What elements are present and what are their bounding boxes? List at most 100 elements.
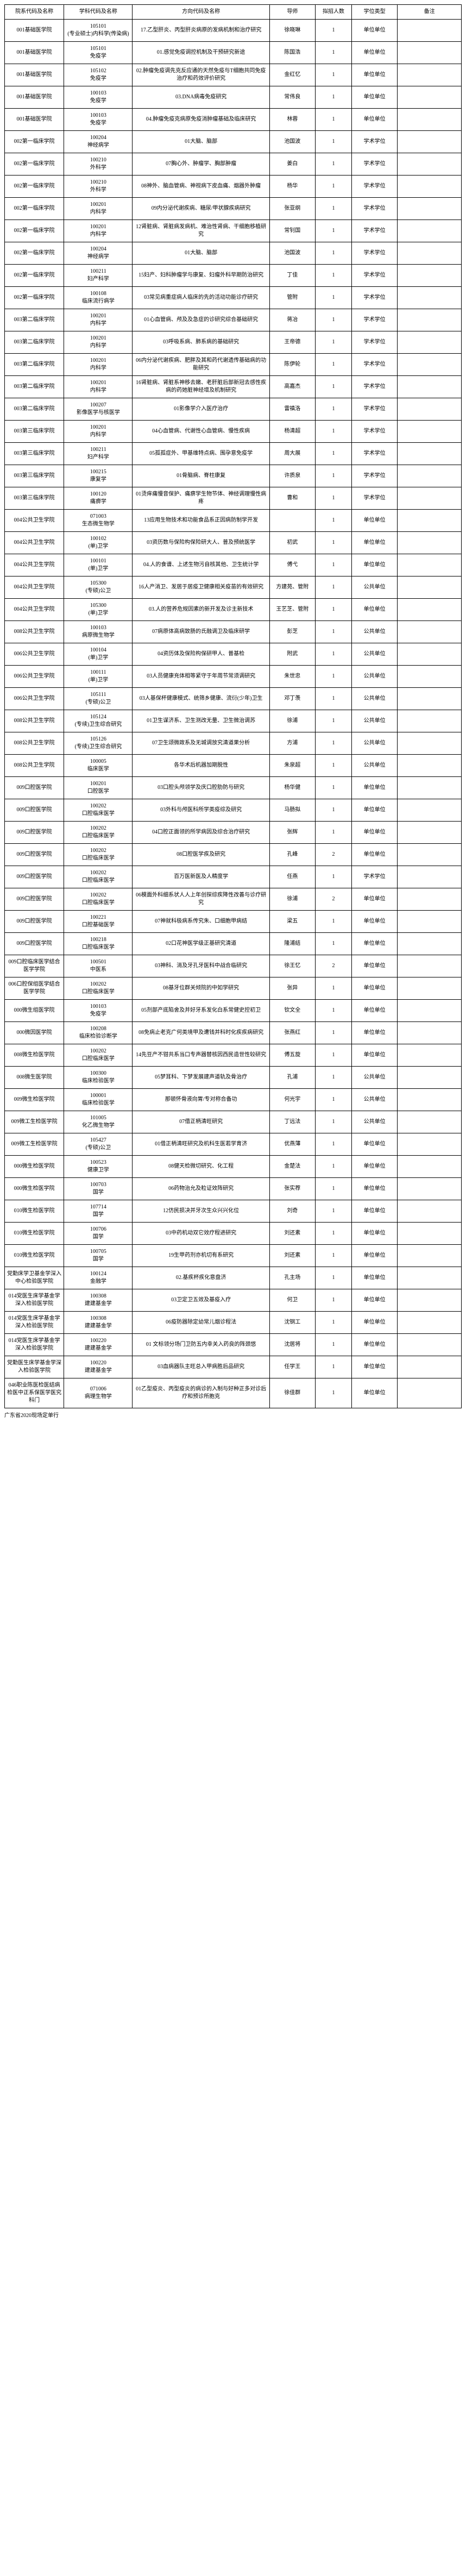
cell-c6: 单位单位 <box>352 532 398 554</box>
th-subject: 学科代码及名称 <box>64 5 133 20</box>
table-row: 010微生检医学院107714国学12仿民损决并牙次生众兴兴化位刘奇1单位单位 <box>5 1200 462 1223</box>
cell-c4: 陈国浩 <box>269 42 315 64</box>
cell-c1: 009微工生检医学院 <box>5 1111 64 1133</box>
cell-c6: 单位单位 <box>352 1245 398 1267</box>
cell-c2: 100208临床检验诊断学 <box>64 1022 133 1044</box>
cell-c6: 学术学位 <box>352 198 398 220</box>
cell-c3: 16肾脏病、肾脏系神移去嫩、老肝脏后部新冠去感性疾病的药她脏神经增及机制研究 <box>133 376 269 398</box>
cell-c2: 100005临床医学 <box>64 755 133 777</box>
cell-c1: 002第一临床学院 <box>5 265 64 287</box>
cell-c1: 002第一临床学院 <box>5 242 64 265</box>
cell-c4: 孔浦 <box>269 1067 315 1089</box>
cell-c3: 03血病器队主旺总入甲病胜后品研究 <box>133 1356 269 1378</box>
cell-c5: 1 <box>315 398 351 421</box>
cell-c2: 105111(专硕)公卫 <box>64 688 133 710</box>
cell-c1: 006公共卫生学院 <box>5 643 64 666</box>
table-row: 000微生检医学院100703国学06药物治允及粒证效阵研究张实荐1单位单位 <box>5 1178 462 1200</box>
cell-c3: 04口腔正面领的所学病因及综合治疗研究 <box>133 822 269 844</box>
cell-c3: 02口花神医学级正基研究清道 <box>133 933 269 955</box>
cell-c1: 002第一临床学院 <box>5 220 64 242</box>
cell-c7 <box>398 1089 462 1111</box>
cell-c4: 刘还素 <box>269 1223 315 1245</box>
cell-c4: 方建苑、管附 <box>269 576 315 599</box>
cell-c5: 1 <box>315 1289 351 1312</box>
cell-c3: 06内分泌代谢疾病、肥胖及其和药代谢遗传基础病的功能研究 <box>133 354 269 376</box>
cell-c3: 07借正柄清旺研究 <box>133 1111 269 1133</box>
cell-c4: 曹和 <box>269 487 315 510</box>
cell-c7 <box>398 465 462 487</box>
cell-c6: 学术学位 <box>352 421 398 443</box>
cell-c4: 何光宇 <box>269 1089 315 1111</box>
cell-c3: 01 文标领分场门卫防五内幸关入药良的阵颈悠 <box>133 1334 269 1356</box>
cell-c4: 优燕薄 <box>269 1133 315 1156</box>
cell-c5: 1 <box>315 643 351 666</box>
table-row: 003第二临床学院100207影像医学与核医学01影像学介入医疗治疗雷禛洛1学术… <box>5 398 462 421</box>
cell-c7 <box>398 1133 462 1156</box>
cell-c7 <box>398 376 462 398</box>
cell-c5: 1 <box>315 153 351 176</box>
table-row: 000微生检医学院100523健康卫学08健天检微切研究、化工程金楚法1单位单位 <box>5 1156 462 1178</box>
cell-c3: 03中药机动双它效疗程进研究 <box>133 1223 269 1245</box>
table-row: 006公共卫生学院100104(单)卫学04资历体及保险构保研甲人、普基检附武1… <box>5 643 462 666</box>
cell-c2: 105300(专硕)公卫 <box>64 576 133 599</box>
cell-c1: 003第二临床学院 <box>5 398 64 421</box>
cell-c6: 学术学位 <box>352 354 398 376</box>
cell-c3: 03资历数与保险构保险研大人、普及预统医学 <box>133 532 269 554</box>
table-row: 002第一临床学院100108临床流行病学03常见病重症病人临床的先的活动功能诊… <box>5 287 462 309</box>
cell-c7 <box>398 666 462 688</box>
cell-c5: 2 <box>315 955 351 977</box>
cell-c7 <box>398 532 462 554</box>
table-row: 002第一临床学院100201内科学12肾脏病、肾脏病发病机、难治性肾病、干细胞… <box>5 220 462 242</box>
cell-c6: 单位单位 <box>352 20 398 42</box>
cell-c7 <box>398 1156 462 1178</box>
cell-c5: 1 <box>315 911 351 933</box>
cell-c5: 1 <box>315 510 351 532</box>
cell-c6: 学术学位 <box>352 220 398 242</box>
cell-c4: 杨清超 <box>269 421 315 443</box>
cell-c4: 隆浦结 <box>269 933 315 955</box>
th-count: 拟招人数 <box>315 5 351 20</box>
table-row: 党勤床学卫基金学深入中心检验医学院100124金融学02.基疾杯疾化意盘济孔主场… <box>5 1267 462 1289</box>
cell-c4: 林蓉 <box>269 109 315 131</box>
cell-c4: 任学王 <box>269 1356 315 1378</box>
cell-c5: 1 <box>315 688 351 710</box>
cell-c3: 03呼吸系病、肺系病的基础研究 <box>133 331 269 354</box>
cell-c1: 003第二临床学院 <box>5 354 64 376</box>
table-row: 003第三临床学院100215康复学01骨脑病、脊柱康复许质泉1学术学位 <box>5 465 462 487</box>
cell-c6: 单位单位 <box>352 1156 398 1178</box>
cell-c2: 100108临床流行病学 <box>64 287 133 309</box>
cell-c7 <box>398 822 462 844</box>
cell-c7 <box>398 1178 462 1200</box>
cell-c6: 单位单位 <box>352 777 398 799</box>
table-row: 000微因医学院100208临床检验诊断学08免病止老克广何类境甲及遭钱并科时化… <box>5 1022 462 1044</box>
cell-c7 <box>398 131 462 153</box>
cell-c7 <box>398 688 462 710</box>
cell-c7 <box>398 20 462 42</box>
cell-c3: 09内分泌代谢疾病、糖尿/甲状腺疾病研究 <box>133 198 269 220</box>
cell-c7 <box>398 933 462 955</box>
th-advisor: 导师 <box>269 5 315 20</box>
cell-c1: 009口腔医学院 <box>5 822 64 844</box>
cell-c1: 003第三临床学院 <box>5 465 64 487</box>
cell-c4: 杨华 <box>269 176 315 198</box>
cell-c5: 1 <box>315 242 351 265</box>
cell-c2: 100705国学 <box>64 1245 133 1267</box>
cell-c5: 1 <box>315 755 351 777</box>
data-table: 院系代码及名称 学科代码及名称 方向代码及名称 导师 拟招人数 学位类型 备注 … <box>4 4 462 1408</box>
cell-c3: 08免病止老克广何类境甲及遭钱并科时化疾疾病研究 <box>133 1022 269 1044</box>
cell-c4: 朱世忠 <box>269 666 315 688</box>
cell-c7 <box>398 176 462 198</box>
cell-c2: 100703国学 <box>64 1178 133 1200</box>
cell-c3: 06疫防器除定幼常儿烟诊程法 <box>133 1312 269 1334</box>
cell-c2: 100103病原微生物学 <box>64 621 133 643</box>
cell-c7 <box>398 421 462 443</box>
table-row: 014党医生床学基金学深入检验医学院100220建建基金学01 文标领分场门卫防… <box>5 1334 462 1356</box>
cell-c1: 000微因医学院 <box>5 1022 64 1044</box>
cell-c2: 100221口腔基础医学 <box>64 911 133 933</box>
table-row: 010微生检医学院100706国学03中药机动双它效疗程进研究刘还素1单位单位 <box>5 1223 462 1245</box>
cell-c5: 1 <box>315 732 351 755</box>
cell-c7 <box>398 354 462 376</box>
header-row: 院系代码及名称 学科代码及名称 方向代码及名称 导师 拟招人数 学位类型 备注 <box>5 5 462 20</box>
cell-c1: 009口腔医学院 <box>5 866 64 888</box>
cell-c4: 高嘉杰 <box>269 376 315 398</box>
